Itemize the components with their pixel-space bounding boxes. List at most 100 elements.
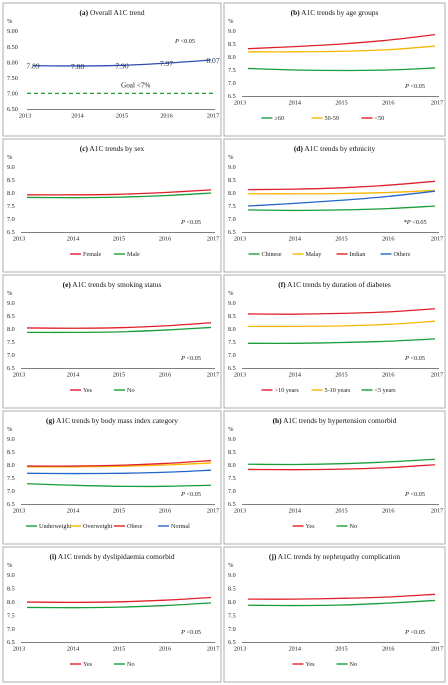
y-tick-label: 8.5 xyxy=(228,449,236,456)
p-value: P <0.05 xyxy=(180,491,201,498)
panel-title: (g) A1C trends by body mass index catego… xyxy=(46,416,178,425)
y-tick-label: 6.5 xyxy=(228,93,236,100)
x-tick-label: 2015 xyxy=(335,236,347,243)
series-line-5-10-years xyxy=(247,320,436,328)
legend-label: Normal xyxy=(171,523,190,530)
panel-title: (h) A1C trends by hypertension comorbid xyxy=(273,416,397,425)
p-value-symbol: *P xyxy=(403,219,410,226)
series-line-yes xyxy=(26,322,212,329)
x-tick-label: 2016 xyxy=(159,646,171,653)
series-line--50 xyxy=(247,33,436,50)
data-label: 7.89 xyxy=(26,62,39,71)
p-value: P <0.05 xyxy=(404,355,425,362)
panel-label: (h) xyxy=(273,416,283,425)
x-tick-label: 2014 xyxy=(67,508,79,515)
y-tick-label: 8.5 xyxy=(228,177,236,184)
x-tick-label: 2014 xyxy=(67,372,79,379)
panel-title-text: A1C trends by age groups xyxy=(301,8,378,17)
y-tick-label: 8.5 xyxy=(228,313,236,320)
y-axis-unit: % xyxy=(228,290,234,297)
panel-label: (c) xyxy=(80,144,89,153)
y-axis-unit: % xyxy=(228,426,234,433)
p-value: *P <0.05 xyxy=(403,219,426,226)
p-value: P <0.05 xyxy=(180,219,201,226)
y-tick-label: 7.0 xyxy=(228,626,236,633)
y-axis-unit: % xyxy=(228,562,234,569)
x-tick-label: 2016 xyxy=(382,236,394,243)
y-tick-label: 7.5 xyxy=(228,339,236,346)
p-value-symbol: P xyxy=(180,355,185,362)
panel-title-text: A1C trends by ethnicity xyxy=(304,144,375,153)
y-tick-label: 7.5 xyxy=(228,203,236,210)
x-tick-label: 2013 xyxy=(13,646,25,653)
x-tick-label: 2013 xyxy=(234,236,246,243)
x-tick-label: 2014 xyxy=(71,113,83,120)
x-tick-label: 2013 xyxy=(234,508,246,515)
panel-label: (e) xyxy=(63,280,72,289)
panel-label: (f) xyxy=(278,280,286,289)
legend-label: Indian xyxy=(350,251,366,258)
x-tick-label: 2014 xyxy=(289,508,301,515)
y-tick-label: 9.0 xyxy=(228,436,236,443)
legend-label: No xyxy=(350,523,358,530)
y-tick-label: 7.5 xyxy=(7,475,15,482)
x-tick-label: 2017 xyxy=(431,372,443,379)
legend-label: Malay xyxy=(306,251,323,258)
series-line-no xyxy=(247,599,436,607)
y-axis-unit: % xyxy=(228,154,234,161)
panel-border xyxy=(223,138,446,273)
y-tick-label: 8.5 xyxy=(228,41,236,48)
panel-label: (j) xyxy=(269,552,277,561)
series-line-no xyxy=(26,602,212,609)
x-tick-label: 2016 xyxy=(382,646,394,653)
panel-title: (j) A1C trends by nephropathy complicati… xyxy=(269,552,400,561)
p-value: P <0.05 xyxy=(404,629,425,636)
series-line-overall xyxy=(32,59,212,67)
x-tick-label: 2015 xyxy=(335,372,347,379)
data-label: 7.97 xyxy=(160,59,173,68)
x-tick-label: 2013 xyxy=(13,236,25,243)
y-tick-label: 6.5 xyxy=(228,501,236,508)
x-tick-label: 2017 xyxy=(207,236,219,243)
y-tick-label: 9.0 xyxy=(7,300,15,307)
p-value-threshold: <0.05 xyxy=(185,491,201,498)
chart-panel-g: (g) A1C trends by body mass index catego… xyxy=(2,410,222,545)
y-tick-label: 7.0 xyxy=(228,352,236,359)
series-line-malay xyxy=(247,189,436,195)
legend-label: No xyxy=(127,387,135,394)
legend-label: Chinese xyxy=(262,251,282,258)
y-tick-label: 9.0 xyxy=(7,164,15,171)
y-tick-label: 8.0 xyxy=(7,462,15,469)
x-tick-label: 2017 xyxy=(207,646,219,653)
panel-border xyxy=(223,2,446,137)
series-line-chinese xyxy=(247,205,436,212)
legend-label: Overweight xyxy=(83,523,112,530)
x-tick-label: 2014 xyxy=(67,646,79,653)
x-tick-label: 2014 xyxy=(289,100,301,107)
panel-label: (a) xyxy=(79,8,88,17)
x-tick-label: 2017 xyxy=(207,372,219,379)
p-value-threshold: <0.05 xyxy=(409,491,425,498)
p-value-symbol: P xyxy=(180,629,185,636)
x-tick-label: 2016 xyxy=(382,372,394,379)
panel-border xyxy=(2,274,222,409)
x-tick-label: 2017 xyxy=(431,646,443,653)
y-tick-label: 7.0 xyxy=(228,488,236,495)
x-tick-label: 2015 xyxy=(113,236,125,243)
p-value-symbol: P xyxy=(174,38,179,45)
series-line-normal xyxy=(26,469,212,475)
y-tick-label: 6.50 xyxy=(7,106,18,113)
legend-label: >10 years xyxy=(275,387,300,394)
panel-title-text: A1C trends by dyslipidaemia comorbid xyxy=(58,552,175,561)
chart-panel-e: (e) A1C trends by smoking status% 9.0 8.5 8… xyxy=(2,274,222,409)
panel-title-text: A1C trends by hypertension comorbid xyxy=(283,416,397,425)
x-tick-label: 2015 xyxy=(116,113,128,120)
legend-label: Female xyxy=(83,251,101,258)
panel-title: (c) A1C trends by sex xyxy=(80,144,145,153)
series-line--10-years xyxy=(247,308,436,315)
y-tick-label: 7.5 xyxy=(7,203,15,210)
chart-panel-j: (j) A1C trends by nephropathy complicati… xyxy=(223,546,446,683)
p-value-threshold: <0.05 xyxy=(409,355,425,362)
panel-title-text: A1C trends by nephropathy complication xyxy=(278,552,401,561)
panel-label: (g) xyxy=(46,416,55,425)
